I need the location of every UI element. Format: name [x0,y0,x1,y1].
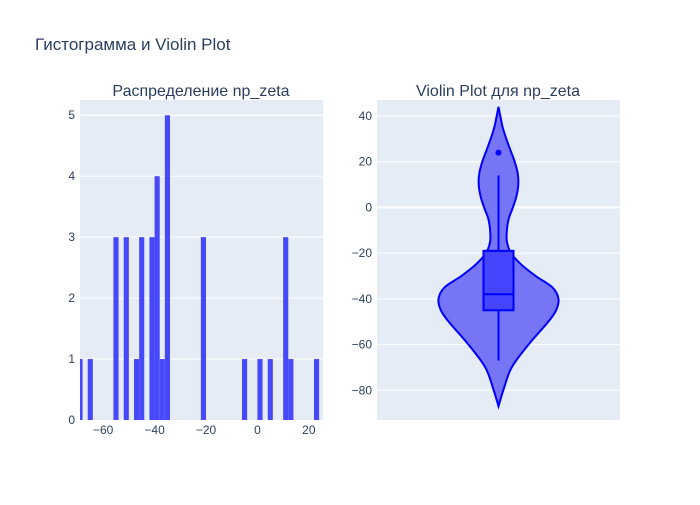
histogram-bar [154,176,160,420]
histogram-bar [113,237,119,420]
histogram-x-tick-label: −40 [144,423,165,437]
histogram-y-tick-label: 0 [68,413,75,427]
histogram-bar [242,359,248,420]
histogram-bar [123,237,129,420]
violin-box [482,249,515,312]
violin-y-tick-label: 40 [359,109,373,123]
histogram-y-tick-label: 4 [68,169,75,183]
histogram-x-ticks: −60 −40 −20 0 20 [93,423,316,437]
histogram-bars [80,115,320,420]
violin-subplot: −80 −60 −40 −20 0 20 40 Violin Plot для np_zet… [352,83,620,420]
histogram-bar [283,237,289,420]
violin-y-tick-label: −60 [352,338,373,352]
violin-y-tick-label: 20 [359,155,373,169]
histogram-bar [80,359,83,420]
histogram-x-tick-label: −60 [93,423,114,437]
histogram-bar [134,359,140,420]
violin-y-tick-label: −20 [352,246,373,260]
histogram-bar [200,237,206,420]
histogram-y-tick-label: 5 [68,108,75,122]
violin-y-tick-label: 0 [365,200,372,214]
violin-y-tick-label: −40 [352,292,373,306]
histogram-y-tick-label: 3 [68,230,75,244]
histogram-bar [267,359,273,420]
histogram-y-ticks: 0 1 2 3 4 5 [68,108,75,427]
histogram-subplot: −60 −40 −20 0 20 0 1 2 3 4 5 Распределение np_zet… [68,83,323,437]
violin-shape-group [437,106,560,410]
histogram-x-tick-label: 0 [254,423,261,437]
histogram-y-tick-label: 2 [68,291,75,305]
histogram-x-tick-label: −20 [196,423,217,437]
histogram-y-tick-label: 1 [68,352,75,366]
figure-title: Гистограмма и Violin Plot [35,35,231,54]
histogram-bar [257,359,263,420]
histogram-bar [159,359,165,420]
violin-y-ticks: −80 −60 −40 −20 0 20 40 [352,109,373,397]
histogram-title: Распределение np_zeta [112,83,289,100]
histogram-bar [288,359,294,420]
histogram-x-tick-label: 20 [302,423,316,437]
violin-outlier-point [495,149,502,156]
histogram-bar [314,359,320,420]
histogram-bar [164,115,170,420]
histogram-bar [87,359,93,420]
histogram-bar [139,237,145,420]
histogram-bar [149,237,155,420]
violin-title: Violin Plot для np_zeta [416,83,580,100]
violin-y-tick-label: −80 [352,383,373,397]
